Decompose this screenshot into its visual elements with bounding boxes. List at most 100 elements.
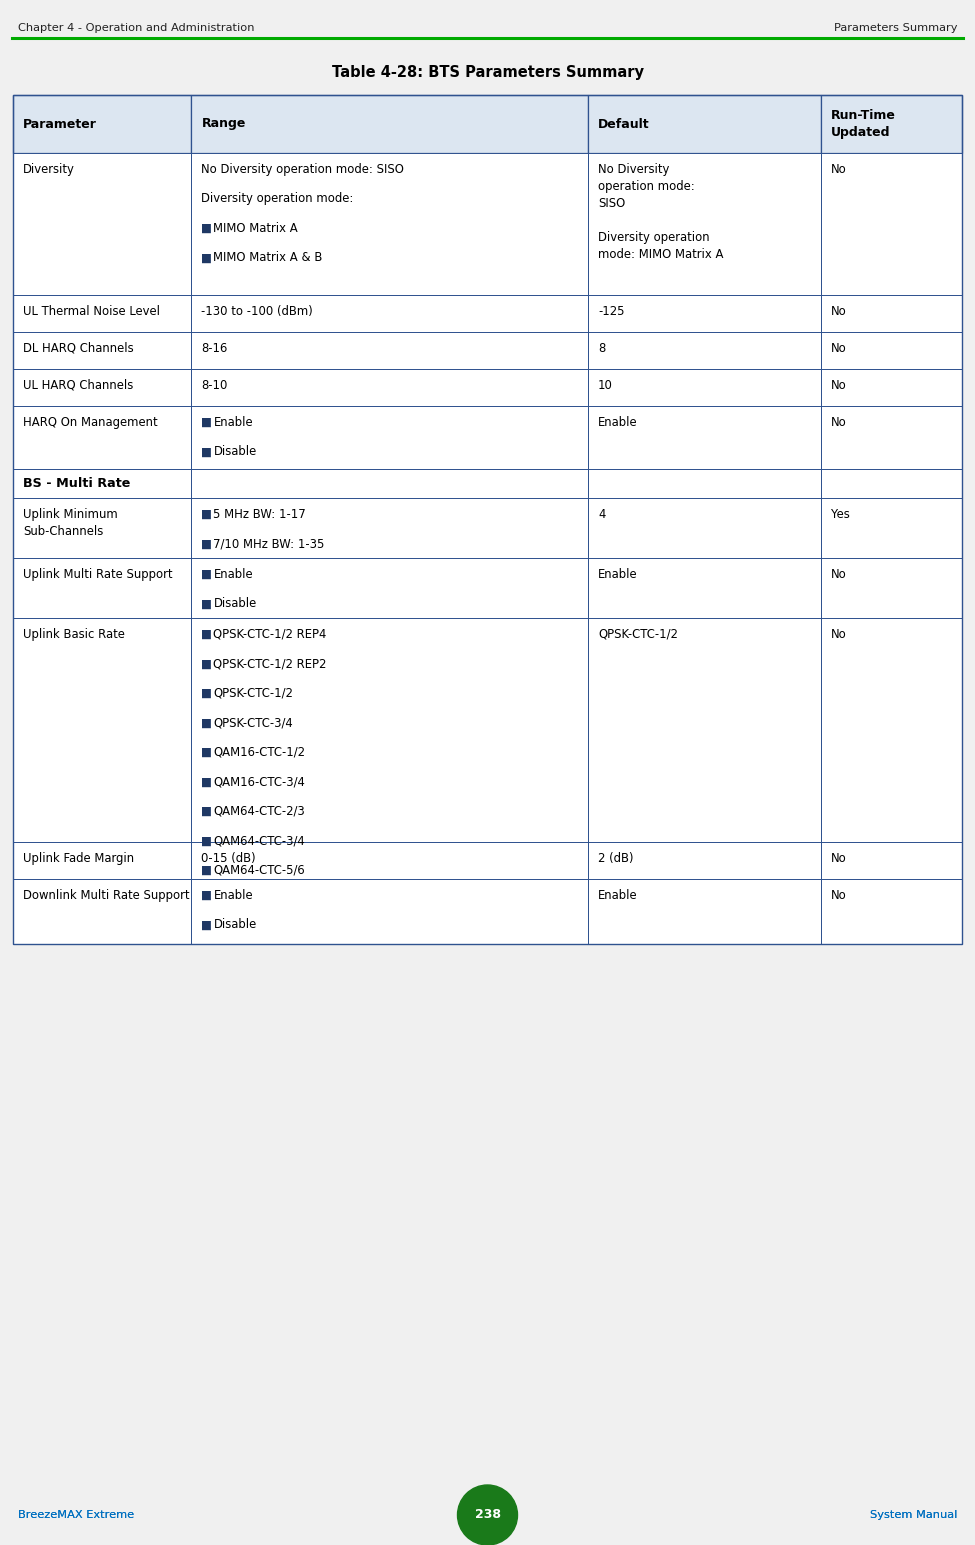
FancyBboxPatch shape bbox=[191, 470, 588, 497]
Text: Run-Time
Updated: Run-Time Updated bbox=[831, 110, 895, 139]
Text: UL Thermal Noise Level: UL Thermal Noise Level bbox=[23, 304, 160, 318]
FancyBboxPatch shape bbox=[13, 470, 191, 497]
Text: No: No bbox=[831, 341, 846, 355]
Text: No: No bbox=[831, 851, 846, 865]
Text: Uplink Basic Rate: Uplink Basic Rate bbox=[23, 627, 125, 641]
FancyBboxPatch shape bbox=[588, 558, 821, 618]
Text: MIMO Matrix A & B: MIMO Matrix A & B bbox=[214, 252, 323, 264]
Text: Uplink Fade Margin: Uplink Fade Margin bbox=[23, 851, 135, 865]
FancyBboxPatch shape bbox=[13, 406, 191, 470]
Text: -125: -125 bbox=[598, 304, 625, 318]
FancyBboxPatch shape bbox=[588, 497, 821, 558]
Text: ■: ■ bbox=[202, 598, 213, 610]
Text: QAM16-CTC-3/4: QAM16-CTC-3/4 bbox=[214, 776, 305, 788]
Text: QPSK-CTC-1/2 REP2: QPSK-CTC-1/2 REP2 bbox=[214, 658, 327, 671]
Text: Uplink Multi Rate Support: Uplink Multi Rate Support bbox=[23, 569, 173, 581]
FancyBboxPatch shape bbox=[13, 94, 191, 153]
Text: ■: ■ bbox=[202, 688, 213, 700]
Text: ■: ■ bbox=[202, 569, 213, 581]
Text: No: No bbox=[831, 627, 846, 641]
Text: ■: ■ bbox=[202, 445, 213, 459]
Text: ■: ■ bbox=[202, 416, 213, 430]
FancyBboxPatch shape bbox=[13, 153, 191, 295]
Text: QAM64-CTC-2/3: QAM64-CTC-2/3 bbox=[214, 805, 305, 817]
FancyBboxPatch shape bbox=[191, 842, 588, 879]
Text: Parameters Summary: Parameters Summary bbox=[834, 23, 957, 32]
Text: 8-10: 8-10 bbox=[202, 379, 228, 392]
Text: Uplink Minimum
Sub-Channels: Uplink Minimum Sub-Channels bbox=[23, 508, 118, 538]
Text: 8: 8 bbox=[598, 341, 605, 355]
Text: 238: 238 bbox=[475, 1508, 500, 1522]
FancyBboxPatch shape bbox=[821, 558, 962, 618]
Text: QAM16-CTC-1/2: QAM16-CTC-1/2 bbox=[214, 746, 305, 759]
Text: 10: 10 bbox=[598, 379, 613, 392]
Text: ■: ■ bbox=[202, 658, 213, 671]
FancyBboxPatch shape bbox=[191, 94, 588, 153]
Text: No: No bbox=[831, 379, 846, 392]
FancyBboxPatch shape bbox=[588, 153, 821, 295]
FancyBboxPatch shape bbox=[588, 332, 821, 369]
Text: QAM64-CTC-3/4: QAM64-CTC-3/4 bbox=[214, 834, 305, 848]
Text: BreezeMAX Extreme: BreezeMAX Extreme bbox=[18, 1509, 135, 1520]
Text: 5 MHz BW: 1-17: 5 MHz BW: 1-17 bbox=[214, 508, 306, 521]
FancyBboxPatch shape bbox=[821, 369, 962, 406]
FancyBboxPatch shape bbox=[13, 332, 191, 369]
Text: No Diversity
operation mode:
SISO

Diversity operation
mode: MIMO Matrix A: No Diversity operation mode: SISO Divers… bbox=[598, 164, 723, 261]
Text: ■: ■ bbox=[202, 834, 213, 848]
Text: 8-16: 8-16 bbox=[202, 341, 228, 355]
Text: 2 (dB): 2 (dB) bbox=[598, 851, 634, 865]
FancyBboxPatch shape bbox=[588, 879, 821, 944]
Text: No: No bbox=[831, 164, 846, 176]
Text: QPSK-CTC-3/4: QPSK-CTC-3/4 bbox=[214, 717, 293, 729]
FancyBboxPatch shape bbox=[588, 406, 821, 470]
Text: QPSK-CTC-1/2: QPSK-CTC-1/2 bbox=[214, 688, 293, 700]
Text: Enable: Enable bbox=[214, 888, 254, 902]
Text: Enable: Enable bbox=[598, 888, 638, 902]
FancyBboxPatch shape bbox=[13, 369, 191, 406]
Text: Enable: Enable bbox=[598, 416, 638, 430]
Text: Diversity: Diversity bbox=[23, 164, 75, 176]
FancyBboxPatch shape bbox=[821, 153, 962, 295]
FancyBboxPatch shape bbox=[191, 153, 588, 295]
FancyBboxPatch shape bbox=[588, 295, 821, 332]
Text: QAM64-CTC-5/6: QAM64-CTC-5/6 bbox=[214, 864, 305, 878]
FancyBboxPatch shape bbox=[821, 497, 962, 558]
Text: No: No bbox=[831, 888, 846, 902]
Text: ■: ■ bbox=[202, 627, 213, 641]
FancyBboxPatch shape bbox=[821, 94, 962, 153]
FancyBboxPatch shape bbox=[13, 842, 191, 879]
Text: ■: ■ bbox=[202, 805, 213, 817]
Text: ■: ■ bbox=[202, 776, 213, 788]
FancyBboxPatch shape bbox=[821, 842, 962, 879]
Text: ■: ■ bbox=[202, 746, 213, 759]
FancyBboxPatch shape bbox=[191, 618, 588, 842]
Text: Diversity operation mode:: Diversity operation mode: bbox=[202, 193, 354, 205]
Text: 7/10 MHz BW: 1-35: 7/10 MHz BW: 1-35 bbox=[214, 538, 325, 550]
Text: No: No bbox=[831, 569, 846, 581]
Text: QPSK-CTC-1/2: QPSK-CTC-1/2 bbox=[598, 627, 678, 641]
FancyBboxPatch shape bbox=[588, 94, 821, 153]
FancyBboxPatch shape bbox=[13, 497, 191, 558]
FancyBboxPatch shape bbox=[13, 295, 191, 332]
Text: Downlink Multi Rate Support: Downlink Multi Rate Support bbox=[23, 888, 189, 902]
Text: HARQ On Management: HARQ On Management bbox=[23, 416, 158, 430]
FancyBboxPatch shape bbox=[588, 470, 821, 497]
FancyBboxPatch shape bbox=[821, 295, 962, 332]
Text: No Diversity operation mode: SISO: No Diversity operation mode: SISO bbox=[202, 164, 405, 176]
Text: ■: ■ bbox=[202, 918, 213, 932]
FancyBboxPatch shape bbox=[821, 618, 962, 842]
Text: UL HARQ Channels: UL HARQ Channels bbox=[23, 379, 134, 392]
Text: Yes: Yes bbox=[831, 508, 849, 521]
Text: Default: Default bbox=[598, 117, 649, 130]
FancyBboxPatch shape bbox=[191, 332, 588, 369]
Text: -130 to -100 (dBm): -130 to -100 (dBm) bbox=[202, 304, 313, 318]
Text: Enable: Enable bbox=[214, 569, 254, 581]
FancyBboxPatch shape bbox=[821, 332, 962, 369]
Text: MIMO Matrix A: MIMO Matrix A bbox=[214, 222, 298, 235]
FancyBboxPatch shape bbox=[588, 369, 821, 406]
Text: ■: ■ bbox=[202, 252, 213, 264]
FancyBboxPatch shape bbox=[821, 879, 962, 944]
Text: Parameter: Parameter bbox=[23, 117, 97, 130]
Text: No: No bbox=[831, 304, 846, 318]
FancyBboxPatch shape bbox=[191, 295, 588, 332]
